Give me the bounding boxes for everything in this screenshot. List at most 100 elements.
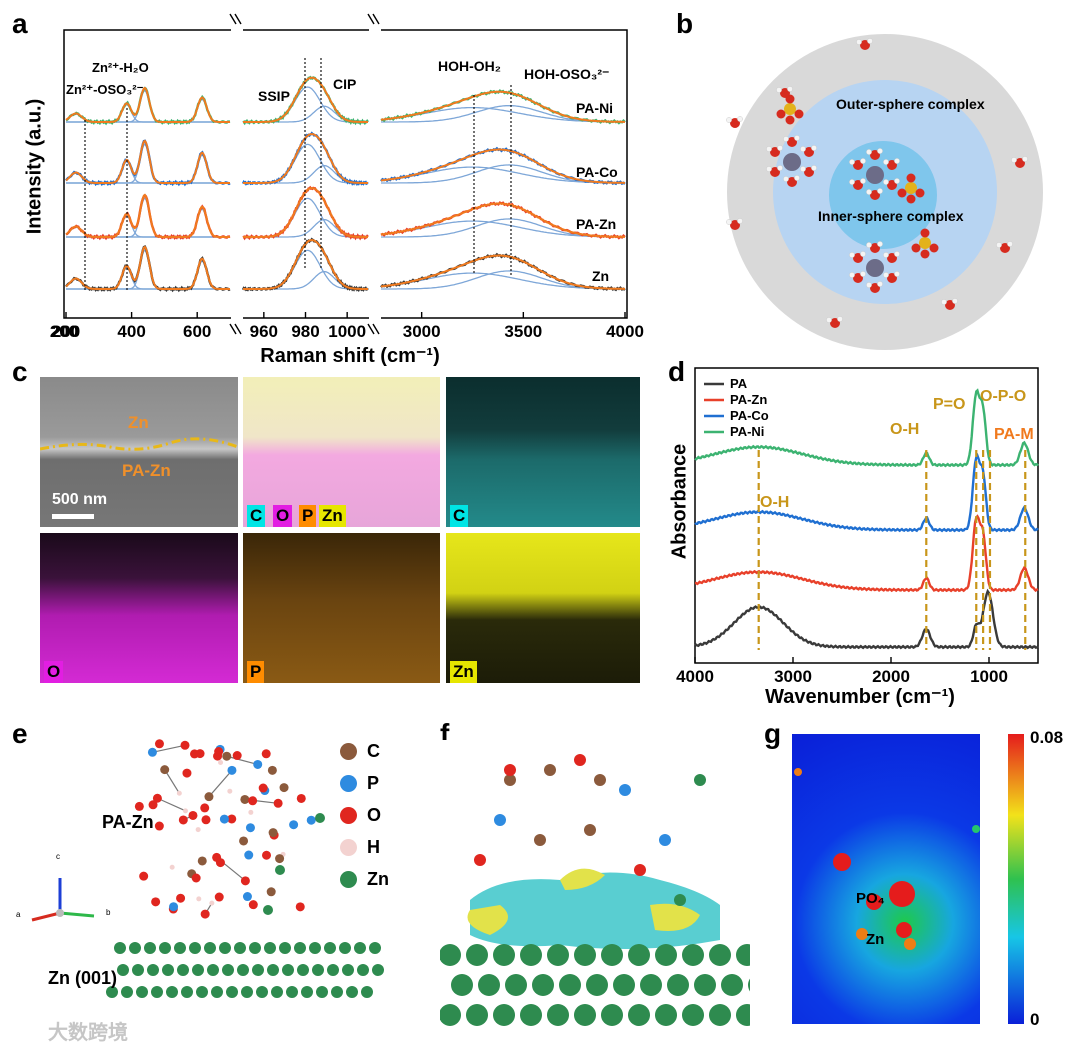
panel-label-a: a [12,8,28,39]
raman-chart: 200 400 600 960 980 1000 3000 3500 4000 200 [0,0,660,370]
eds-c-map: C [446,377,640,527]
legend-item-p: P [340,770,420,796]
ftir-series-pa-ni [694,388,1039,468]
struct-surface-label: Zn (001) [48,968,118,988]
ftir-legend-label-pa: PA [730,376,748,391]
outer-sphere-label: Outer-sphere complex [836,96,985,112]
ftir-series-pa [694,588,1039,650]
panel-label-e: e [12,718,28,749]
elf-map: PO₄ Zn [792,734,980,1024]
ftir-tick-label: 3000 [774,667,812,686]
raman-fit-pa-co-seg2 [380,148,625,184]
raman-fit-zn-seg2 [380,254,625,290]
raman-xlabel: Raman shift (cm⁻¹) [260,345,440,367]
eds-p-map: P [243,533,440,683]
overlay-tag-zn: Zn [319,505,346,527]
raman-tick-label: 200 [52,322,80,341]
ftir-tick-label: 2000 [872,667,910,686]
legend-label-c: C [367,740,380,761]
raman-sample-zn: Zn [592,268,610,284]
ftir-tick-label: 1000 [970,667,1008,686]
ftir-legend-label-pa-co: PA-Co [730,408,769,423]
legend-dot-zn [340,870,357,888]
ftir-legend-label-pa-zn: PA-Zn [730,392,767,407]
overlay-tag-c: C [247,505,266,527]
sem-pazn-label: PA-Zn [122,461,171,480]
raman-tick-label: 980 [291,322,319,341]
raman-tick-label: 600 [183,322,211,341]
axis-c-label: c [56,852,60,861]
raman-tick-label: 400 [117,322,145,341]
charge-density-diff [440,740,750,1030]
legend-dot-h [340,838,357,856]
raman-tick-label: 3000 [403,322,441,341]
sem-zn-label: Zn [128,413,149,432]
solvation-schematic [705,25,1065,360]
elf-po4-label: PO₄ [856,890,885,907]
tag-zn: Zn [450,661,477,683]
raman-label-zn-oso3: Zn²⁺-OSO₃²⁻ [66,82,144,97]
raman-fit-pa-ni-seg2 [380,90,625,123]
overlay-tag-p: P [299,505,317,527]
legend-item-zn: Zn [340,866,420,892]
legend-label-h: H [367,836,380,857]
eds-overlay-map: C O P Zn [243,377,440,527]
ftir-xlabel: Wavenumber (cm⁻¹) [765,686,955,708]
ftir-ann-oh-high: O-H [890,421,920,438]
raman-sample-pa-zn: PA-Zn [576,216,617,232]
ftir-tick-label: 4000 [676,667,714,686]
scale-bar-label: 500 nm [52,491,108,508]
raman-tick-label: 960 [250,322,278,341]
panel-label-g: g [764,718,782,749]
raman-fit-pa-ni-seg0 [65,86,230,123]
panel-label-f: f [440,718,450,749]
raman-tick-label: 1000 [328,322,366,341]
raman-fit-pa-ni-seg1 [243,76,368,123]
legend-label-o: O [367,804,382,825]
ftir-ann-pam: PA-M [994,426,1034,443]
legend-label-zn: Zn [367,868,389,889]
panel-label-b: b [676,8,694,39]
raman-label-hoh-oh2: HOH-OH₂ [438,58,501,74]
raman-sample-pa-ni: PA-Ni [576,100,614,116]
raman-label-zn-h2o: Zn²⁺-H₂O [92,60,149,75]
ftir-series-pa-co [694,452,1039,533]
elf-colorbar [1008,734,1024,1024]
raman-tick-label: 200 [50,322,78,341]
raman-sample-pa-co: PA-Co [576,164,618,180]
colorbar-max: 0.08 [1030,728,1064,747]
raman-fit-pa-co-seg1 [243,133,368,184]
raman-tick-label: 4000 [606,322,644,341]
raman-fit-pa-zn-seg0 [65,193,230,238]
raman-component-pa-zn-2-1 [381,218,625,238]
tag-p: P [247,661,265,683]
legend-dot-p [340,774,357,792]
legend-dot-c [340,742,357,760]
panel-label-d: d [668,356,686,387]
overlay-tag-o: O [273,505,293,527]
ftir-ann-p-o: P=O [933,396,966,413]
colorbar-min: 0 [1030,1010,1040,1029]
ftir-ann-oh-low: O-H [760,494,790,511]
raman-component-zn-0-1 [66,267,230,290]
legend-label-p: P [367,772,380,793]
inner-sphere-label: Inner-sphere complex [818,208,964,224]
legend-dot-o [340,806,357,824]
elf-zn-label: Zn [866,931,885,948]
struct-pazn-label: PA-Zn [102,812,154,832]
axis-b-label: b [106,908,111,917]
ftir-chart: 4000 3000 2000 1000 PA PA-Zn PA-Co PA-Ni [660,360,1080,715]
raman-fit-pa-zn-seg2 [380,202,625,238]
sem-image: Zn PA-Zn 500 nm [40,377,238,527]
raman-fit-zn-seg0 [65,245,230,290]
raman-tick-label: 3500 [504,322,542,341]
raman-component-zn-1-0 [243,249,368,290]
pazn-structure [20,730,430,1030]
axis-a-label: a [16,910,21,919]
raman-label-hoh-oso3: HOH-OSO₃²⁻ [524,66,610,82]
eds-zn-map: Zn [446,533,640,683]
watermark: 大数跨境 [48,1022,128,1044]
eds-o-map: O [40,533,238,683]
raman-component-pa-zn-0-1 [66,215,230,238]
